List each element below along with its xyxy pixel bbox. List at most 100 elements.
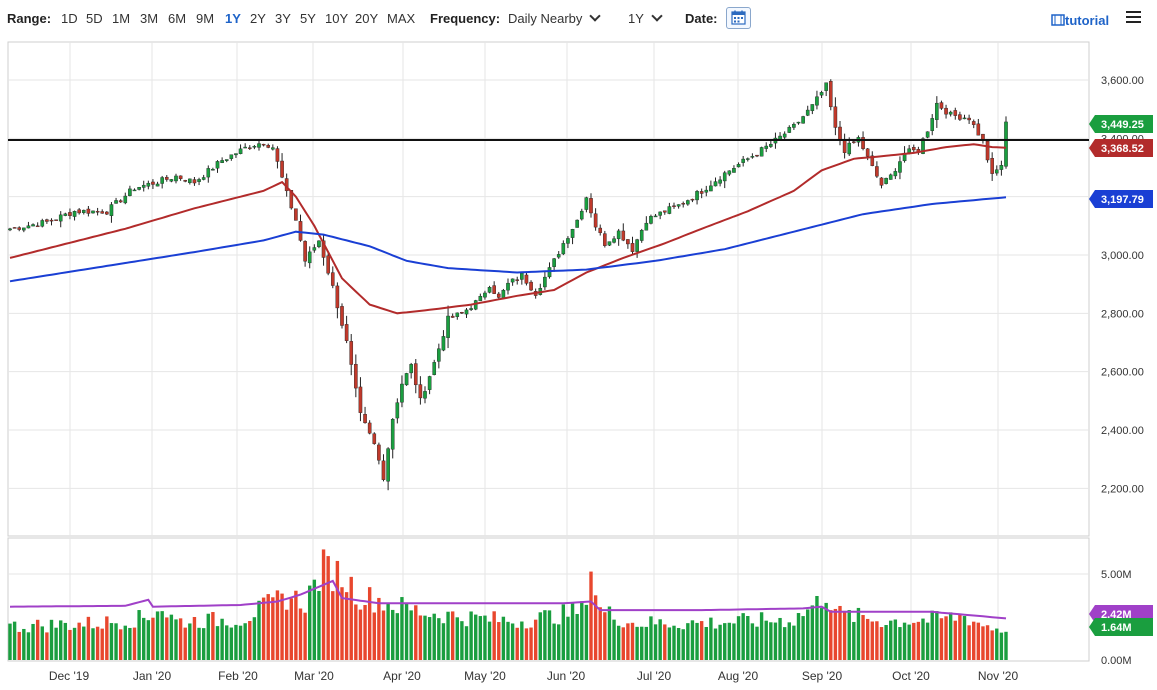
volume-bar xyxy=(178,618,183,660)
volume-bar xyxy=(912,622,916,660)
volume-bar xyxy=(427,617,432,660)
candle-body xyxy=(566,238,570,244)
volume-bar xyxy=(635,626,639,660)
range-6m-button[interactable]: 6M xyxy=(168,11,187,26)
volume-bar xyxy=(22,628,26,660)
volume-bar xyxy=(575,613,579,660)
volume-bar xyxy=(842,610,847,660)
candle-body xyxy=(898,161,902,173)
candle-body xyxy=(709,185,713,192)
volume-bar xyxy=(962,616,967,660)
ma200-value-tag: 3,197.79 xyxy=(1101,194,1144,206)
candle-body xyxy=(838,126,842,141)
volume-bar xyxy=(363,605,367,660)
candle-body xyxy=(819,92,824,96)
volume-bar xyxy=(589,571,593,660)
volume-bar xyxy=(529,627,533,660)
volume-bar xyxy=(308,585,312,660)
volume-bar xyxy=(967,625,971,660)
volume-bar xyxy=(261,597,266,660)
volume-bar xyxy=(690,620,695,660)
volume-bar xyxy=(294,590,298,660)
candle-body xyxy=(377,444,381,461)
volume-bar xyxy=(105,616,109,660)
candle-body xyxy=(769,143,773,147)
volume-bar xyxy=(755,626,759,660)
candle-body xyxy=(552,258,556,267)
candle-body xyxy=(8,228,12,231)
candle-body xyxy=(22,227,26,231)
volume-bar xyxy=(72,627,77,660)
candle-body xyxy=(215,161,220,169)
candle-body xyxy=(884,177,888,184)
volume-bar xyxy=(598,607,602,660)
range-10y-button[interactable]: 10Y xyxy=(325,11,349,26)
hamburger-menu-icon[interactable] xyxy=(1126,11,1141,25)
candle-body xyxy=(141,184,146,188)
candle-body xyxy=(658,211,662,216)
period-select[interactable]: 1Y xyxy=(628,10,663,27)
range-20y-button[interactable]: 20Y xyxy=(355,11,379,26)
volume-bar xyxy=(506,621,510,660)
volume-bar xyxy=(640,626,644,660)
candle-body xyxy=(49,219,54,222)
candle-body xyxy=(861,137,865,149)
frequency-label: Frequency: xyxy=(430,11,501,26)
volume-bar xyxy=(418,615,423,660)
range-1y-button[interactable]: 1Y xyxy=(225,11,241,26)
candle-body xyxy=(91,210,95,214)
volume-bar xyxy=(95,626,100,660)
candle-body xyxy=(635,239,639,252)
candle-body xyxy=(1004,121,1008,167)
volume-bar xyxy=(889,620,893,660)
candle-body xyxy=(247,147,252,149)
candle-body xyxy=(155,183,160,187)
volume-bar xyxy=(593,595,598,660)
calendar-button[interactable] xyxy=(726,7,751,29)
candle-body xyxy=(584,197,589,210)
volume-bar xyxy=(206,613,210,660)
candle-body xyxy=(330,272,335,286)
volume-bar xyxy=(782,627,787,660)
range-9m-button[interactable]: 9M xyxy=(196,11,215,26)
volume-bar xyxy=(400,597,404,660)
candle-body xyxy=(413,363,418,386)
candle-body xyxy=(229,154,234,159)
price-candles xyxy=(8,79,1008,491)
volume-bar xyxy=(985,625,990,660)
tutorial-link[interactable]: tutorial xyxy=(1051,13,1109,28)
range-3m-button[interactable]: 3M xyxy=(140,11,159,26)
candle-body xyxy=(662,210,667,213)
range-3y-button[interactable]: 3Y xyxy=(275,11,291,26)
range-5y-button[interactable]: 5Y xyxy=(300,11,316,26)
range-1m-button[interactable]: 1M xyxy=(112,11,131,26)
candle-body xyxy=(561,243,566,255)
volume-bar xyxy=(441,623,446,660)
volume-bar xyxy=(40,626,44,660)
volume-bar xyxy=(995,628,999,660)
volume-bar xyxy=(229,627,234,660)
range-1d-button[interactable]: 1D xyxy=(61,11,78,26)
candle-body xyxy=(160,177,164,184)
range-max-button[interactable]: MAX xyxy=(387,11,416,26)
volume-bar xyxy=(829,610,833,660)
candle-body xyxy=(114,200,118,204)
volume-bar xyxy=(460,621,464,660)
frequency-select[interactable]: Daily Nearby xyxy=(508,10,602,27)
volume-bar xyxy=(391,609,395,660)
volume-bar xyxy=(174,619,178,660)
candle-body xyxy=(312,247,317,251)
date-tick-label: Dec '19 xyxy=(49,669,90,683)
volume-bar xyxy=(404,603,409,660)
candle-body xyxy=(423,391,427,399)
candle-body xyxy=(483,292,487,298)
candle-body xyxy=(852,141,856,143)
range-5d-button[interactable]: 5D xyxy=(86,11,103,26)
volume-bar xyxy=(395,613,400,660)
volume-bar xyxy=(709,617,713,660)
range-2y-button[interactable]: 2Y xyxy=(250,11,266,26)
volume-bar xyxy=(367,587,372,660)
volume-bar xyxy=(335,560,340,660)
